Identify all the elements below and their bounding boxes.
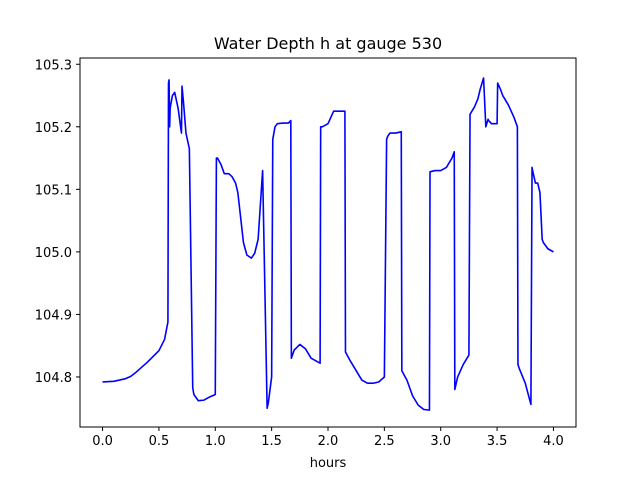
x-tick-label: 3.0 <box>430 434 451 449</box>
x-tick-label: 4.0 <box>543 434 564 449</box>
series-line-0 <box>102 77 554 411</box>
y-tick-label: 104.8 <box>35 371 72 386</box>
x-tick-label: 3.5 <box>487 434 508 449</box>
y-tick-label: 105.2 <box>35 121 72 136</box>
y-tick-label: 105.1 <box>35 183 72 198</box>
chart-title: Water Depth h at gauge 530 <box>214 34 442 53</box>
x-tick-label: 0.5 <box>149 434 170 449</box>
x-tick-label: 0.0 <box>92 434 113 449</box>
x-tick-label: 1.5 <box>261 434 282 449</box>
y-axis: 104.8 104.9 105.0 105.1 105.2 105.3 <box>35 58 80 386</box>
x-tick-label: 2.5 <box>374 434 395 449</box>
y-tick-label: 105.3 <box>35 58 72 73</box>
series-layer <box>102 77 554 411</box>
x-tick-label: 1.0 <box>205 434 226 449</box>
x-axis-label: hours <box>310 456 347 471</box>
y-tick-label: 104.9 <box>35 308 72 323</box>
x-tick-label: 2.0 <box>318 434 339 449</box>
x-axis: 0.0 0.5 1.0 1.5 2.0 2.5 3.0 3.5 4.0 <box>92 427 564 449</box>
y-tick-label: 105.0 <box>35 246 72 261</box>
